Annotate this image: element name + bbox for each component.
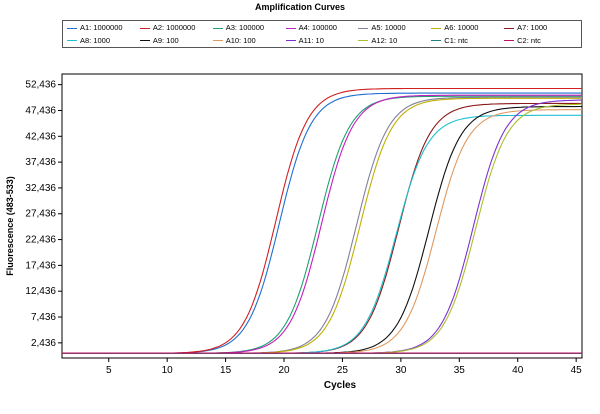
x-tick-label: 45 <box>571 365 583 376</box>
legend-swatch <box>139 27 150 29</box>
series-line <box>62 102 582 354</box>
legend-label: A7: 1000 <box>517 23 548 33</box>
legend-swatch <box>67 27 77 29</box>
y-tick-label: 47,436 <box>25 105 56 116</box>
x-tick-label: 5 <box>106 365 112 376</box>
series-line <box>62 94 582 354</box>
x-tick-label: 40 <box>512 365 524 376</box>
series-line <box>62 97 582 354</box>
legend-item: A1: 1000000 <box>67 22 140 35</box>
series-line <box>62 109 582 354</box>
x-tick-label: 25 <box>337 365 349 376</box>
legend-swatch <box>212 40 223 42</box>
legend-label: A10: 100 <box>225 35 256 45</box>
y-tick-label: 12,436 <box>25 286 56 297</box>
y-tick-label: 32,436 <box>25 183 56 194</box>
series-line <box>62 96 582 354</box>
legend-item: A3: 100000 <box>212 22 286 35</box>
legend-label: A6: 10000 <box>444 23 479 33</box>
legend-label: A11: 10 <box>298 35 324 45</box>
legend-swatch <box>358 40 369 42</box>
legend-swatch <box>285 27 296 29</box>
x-tick-label: 15 <box>220 365 232 376</box>
legend-label: C1: ntc <box>444 35 469 45</box>
legend-label: C2: ntc <box>517 35 541 45</box>
legend-swatch <box>504 40 515 42</box>
x-tick-label: 20 <box>278 365 290 376</box>
legend-label: A5: 10000 <box>371 23 406 33</box>
series-line <box>62 95 582 354</box>
series-line <box>62 105 582 354</box>
y-axis-label: Fluorescence (483-533) <box>5 176 15 276</box>
series-line <box>62 99 582 354</box>
x-axis-label: Cycles <box>323 380 357 391</box>
legend-swatch <box>212 27 223 29</box>
y-tick-label: 27,436 <box>25 209 56 220</box>
legend-item: A4: 100000 <box>285 22 359 35</box>
y-tick-label: 7,436 <box>31 312 56 323</box>
x-tick-label: 10 <box>162 365 174 376</box>
y-tick-label: 17,436 <box>25 260 56 271</box>
plot-frame <box>61 73 583 359</box>
legend-item: A11: 10 <box>285 35 359 48</box>
legend-label: A2: 1000000 <box>152 23 196 33</box>
legend-item: A10: 100 <box>212 35 286 48</box>
series-line <box>62 114 582 354</box>
y-tick-label: 37,436 <box>25 157 56 168</box>
x-tick-label: 35 <box>454 365 466 376</box>
series-line <box>62 103 583 354</box>
y-tick-label: 22,436 <box>25 235 56 246</box>
legend-item: A9: 100 <box>139 35 213 48</box>
legend-item: C1: ntc <box>431 35 504 48</box>
legend-swatch <box>285 40 296 42</box>
legend-item: A12: 10 <box>358 35 431 48</box>
legend-item: A2: 1000000 <box>139 22 213 35</box>
legend-label: A9: 100 <box>152 35 179 45</box>
legend: A1: 1000000 A2: 1000000 A3: 100000 A4: 1000… <box>62 20 582 48</box>
legend-label: A1: 1000000 <box>80 23 123 33</box>
x-tick-label: 30 <box>395 365 407 376</box>
legend-item: A8: 1000 <box>67 35 140 48</box>
legend-label: A4: 100000 <box>298 23 337 33</box>
legend-item: C2: ntc <box>504 35 577 48</box>
y-tick-label: 52,436 <box>25 80 56 91</box>
legend-swatch <box>67 40 77 42</box>
legend-swatch <box>431 27 442 29</box>
legend-item: A5: 10000 <box>358 22 431 35</box>
chart-title: Amplification Curves <box>254 2 346 12</box>
legend-label: A12: 10 <box>371 35 398 45</box>
legend-label: A8: 1000 <box>80 35 111 45</box>
legend-swatch <box>358 27 369 29</box>
legend-item: A6: 10000 <box>431 22 504 35</box>
legend-swatch <box>431 40 442 42</box>
y-tick-label: 42,436 <box>25 131 56 142</box>
y-tick-label: 2,436 <box>31 338 56 349</box>
legend-swatch <box>139 40 150 42</box>
legend-swatch <box>504 27 515 29</box>
legend-item: A7: 1000 <box>504 22 577 35</box>
legend-label: A3: 100000 <box>225 23 265 33</box>
